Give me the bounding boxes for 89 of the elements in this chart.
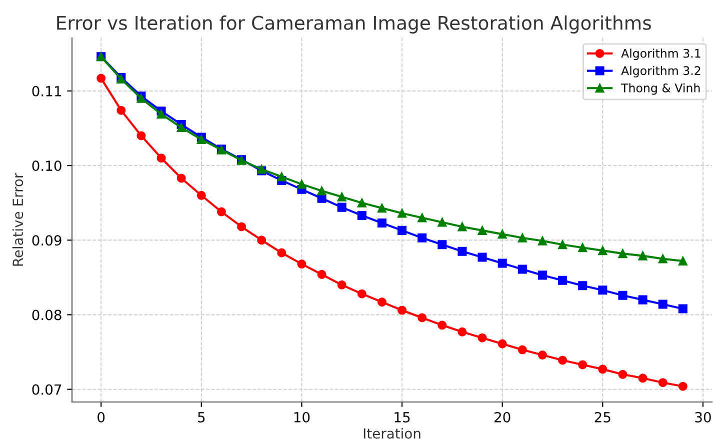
point: [377, 298, 386, 307]
point: [538, 350, 547, 360]
point: [678, 382, 688, 391]
point: [156, 154, 166, 163]
point: [277, 248, 286, 258]
point: [538, 236, 547, 246]
x-tick-label: 15: [394, 412, 410, 422]
point: [317, 270, 326, 279]
point: [196, 190, 206, 200]
point: [638, 295, 648, 304]
point: [518, 264, 527, 274]
legend-label: Algorithm 3.1: [621, 48, 700, 60]
x-tick-label: 0: [98, 412, 105, 422]
point: [297, 259, 306, 269]
point: [598, 364, 608, 374]
point: [518, 233, 527, 242]
point: [678, 304, 688, 314]
point: [357, 289, 366, 298]
point: [498, 339, 507, 348]
x-axis-title: Iteration: [364, 428, 420, 439]
point: [398, 306, 407, 315]
point: [398, 226, 407, 235]
point: [116, 106, 126, 115]
point: [277, 172, 286, 182]
chart-title: Error vs Iteration for Cameraman Image Restoration Algorithms: [57, 15, 651, 34]
legend-label: Algorithm 3.2: [621, 66, 700, 78]
point: [377, 204, 386, 213]
point: [598, 246, 608, 256]
legend-label: Thong & Vinh: [621, 83, 700, 95]
point: [438, 320, 447, 330]
point: [498, 258, 507, 268]
point: [658, 254, 668, 264]
point: [377, 218, 386, 228]
point: [558, 240, 568, 250]
point: [237, 222, 246, 232]
point: [257, 236, 266, 245]
point: [678, 256, 688, 266]
point: [458, 246, 467, 256]
point: [418, 313, 427, 322]
point: [598, 286, 608, 295]
point: [638, 374, 648, 383]
point: [638, 251, 648, 260]
x-tick-label: 20: [494, 412, 510, 422]
point: [578, 243, 588, 252]
x-tick-label: 25: [594, 412, 610, 422]
point: [578, 360, 588, 370]
point: [478, 226, 487, 235]
y-tick-label: 0.09: [32, 235, 62, 246]
x-tick-label: 5: [198, 412, 205, 422]
point: [96, 74, 106, 83]
y-tick-label: 0.08: [32, 310, 62, 320]
point: [538, 270, 547, 280]
point: [618, 290, 628, 300]
point: [337, 192, 346, 202]
y-axis-title: Relative Error: [12, 172, 24, 266]
point: [618, 370, 628, 379]
point: [337, 202, 346, 212]
point: [317, 186, 326, 196]
point: [438, 240, 447, 250]
y-tick-label: 0.07: [32, 384, 62, 395]
point: [438, 218, 447, 227]
point: [458, 222, 467, 232]
point: [156, 110, 166, 119]
point: [357, 198, 366, 208]
point: [337, 280, 346, 290]
point: [658, 300, 668, 309]
y-tick-label: 0.10: [32, 160, 62, 172]
point: [618, 249, 628, 258]
point: [216, 207, 226, 216]
x-tick-label: 10: [294, 412, 310, 422]
point: [418, 213, 427, 222]
point: [498, 230, 507, 239]
point: [558, 276, 568, 285]
point: [176, 174, 186, 183]
y-tick-label: 0.11: [32, 86, 61, 96]
point: [478, 252, 487, 262]
point: [176, 122, 186, 132]
point: [518, 345, 527, 354]
point: [297, 180, 306, 189]
point: [418, 233, 427, 242]
point: [136, 131, 146, 140]
point: [658, 378, 668, 388]
point: [578, 281, 588, 290]
x-tick-label: 30: [695, 412, 711, 422]
point: [478, 333, 487, 342]
point: [458, 327, 467, 336]
point: [558, 356, 568, 365]
point: [357, 211, 366, 220]
point: [398, 208, 407, 218]
